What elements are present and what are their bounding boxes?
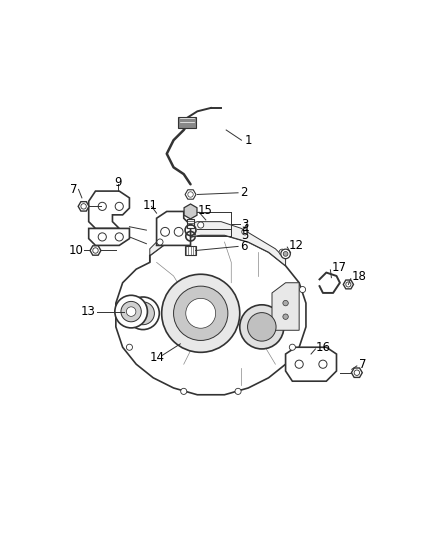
Polygon shape <box>272 282 299 330</box>
Text: 13: 13 <box>80 305 95 318</box>
Text: 9: 9 <box>114 176 122 189</box>
Polygon shape <box>286 347 336 381</box>
Circle shape <box>290 344 295 350</box>
Text: 12: 12 <box>288 239 303 252</box>
Circle shape <box>235 389 241 394</box>
Circle shape <box>198 222 204 228</box>
Circle shape <box>295 360 303 368</box>
Text: 14: 14 <box>150 351 165 364</box>
Circle shape <box>127 344 132 350</box>
Circle shape <box>186 298 215 328</box>
Text: 6: 6 <box>240 240 247 253</box>
Circle shape <box>281 249 290 259</box>
Circle shape <box>131 302 155 325</box>
Circle shape <box>115 295 148 328</box>
Polygon shape <box>88 229 130 245</box>
Circle shape <box>283 301 288 306</box>
Circle shape <box>127 297 159 329</box>
Polygon shape <box>185 190 196 199</box>
Text: 17: 17 <box>332 261 346 274</box>
Text: 7: 7 <box>70 183 78 196</box>
Polygon shape <box>116 235 306 395</box>
Polygon shape <box>351 368 362 377</box>
FancyBboxPatch shape <box>178 117 196 128</box>
Circle shape <box>162 274 240 352</box>
Text: 5: 5 <box>241 229 249 243</box>
FancyBboxPatch shape <box>185 246 196 255</box>
Circle shape <box>157 239 163 245</box>
Circle shape <box>173 286 228 341</box>
Polygon shape <box>184 204 197 219</box>
Circle shape <box>283 314 288 319</box>
Polygon shape <box>187 219 194 228</box>
Text: 3: 3 <box>241 217 249 230</box>
Text: 10: 10 <box>69 244 84 257</box>
Text: 11: 11 <box>142 199 157 212</box>
Circle shape <box>161 228 170 236</box>
Circle shape <box>300 286 306 293</box>
Circle shape <box>127 307 136 317</box>
Text: 1: 1 <box>245 134 252 147</box>
Circle shape <box>98 203 106 211</box>
Text: 7: 7 <box>359 358 366 371</box>
Circle shape <box>115 233 124 241</box>
Circle shape <box>174 228 183 236</box>
Circle shape <box>121 302 141 322</box>
Text: 16: 16 <box>316 341 331 354</box>
Text: 15: 15 <box>197 204 212 217</box>
Polygon shape <box>156 212 191 245</box>
Polygon shape <box>343 280 353 289</box>
Text: 4: 4 <box>241 223 249 236</box>
Polygon shape <box>78 201 89 211</box>
Text: 2: 2 <box>240 187 247 199</box>
Circle shape <box>283 252 288 256</box>
Circle shape <box>181 389 187 394</box>
Polygon shape <box>90 246 101 255</box>
Circle shape <box>98 233 106 241</box>
Polygon shape <box>88 191 130 229</box>
Circle shape <box>247 313 276 341</box>
Circle shape <box>319 360 327 368</box>
Circle shape <box>279 249 285 255</box>
Circle shape <box>240 305 284 349</box>
Circle shape <box>115 203 124 211</box>
Text: 18: 18 <box>352 270 367 284</box>
Polygon shape <box>150 222 286 266</box>
Circle shape <box>242 229 248 235</box>
